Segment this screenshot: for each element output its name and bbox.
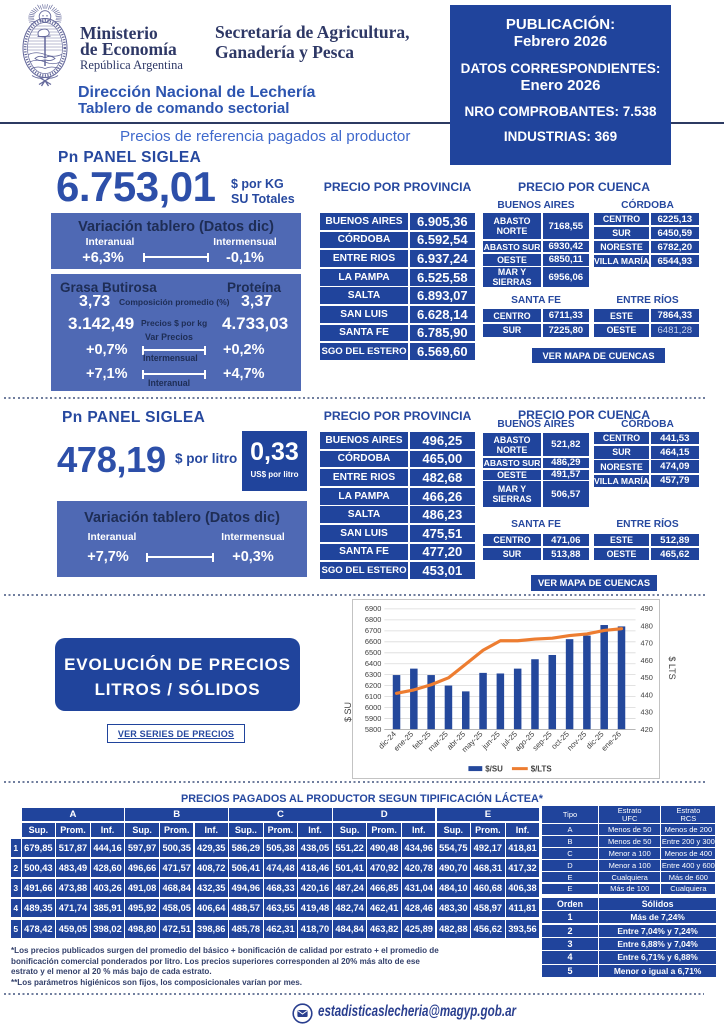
svg-text:ene-26: ene-26 <box>600 730 623 753</box>
svg-text:5800: 5800 <box>365 725 381 734</box>
svg-text:$/LTS: $/LTS <box>531 765 552 774</box>
svg-text:430: 430 <box>640 708 652 717</box>
svg-text:490: 490 <box>640 604 652 613</box>
svg-text:6200: 6200 <box>365 681 381 690</box>
svg-text:sep-25: sep-25 <box>531 730 554 753</box>
svg-text:mar-25: mar-25 <box>426 730 450 754</box>
svg-text:ene-25: ene-25 <box>392 730 415 753</box>
svg-text:6400: 6400 <box>365 659 381 668</box>
svg-text:420: 420 <box>640 725 652 734</box>
svg-text:6900: 6900 <box>365 604 381 613</box>
svg-text:6000: 6000 <box>365 703 381 712</box>
svg-text:450: 450 <box>640 673 652 682</box>
svg-text:460: 460 <box>640 656 652 665</box>
svg-text:5900: 5900 <box>365 714 381 723</box>
svg-text:6700: 6700 <box>365 626 381 635</box>
svg-text:$/SU: $/SU <box>485 765 503 774</box>
svg-text:6600: 6600 <box>365 637 381 646</box>
svg-text:jun-25: jun-25 <box>480 730 502 752</box>
svg-text:6500: 6500 <box>365 648 381 657</box>
svg-text:6300: 6300 <box>365 670 381 679</box>
svg-text:6800: 6800 <box>365 615 381 624</box>
svg-text:480: 480 <box>640 621 652 630</box>
svg-text:440: 440 <box>640 690 652 699</box>
svg-text:470: 470 <box>640 639 652 648</box>
svg-text:nov-25: nov-25 <box>565 730 588 753</box>
svg-text:6100: 6100 <box>365 692 381 701</box>
